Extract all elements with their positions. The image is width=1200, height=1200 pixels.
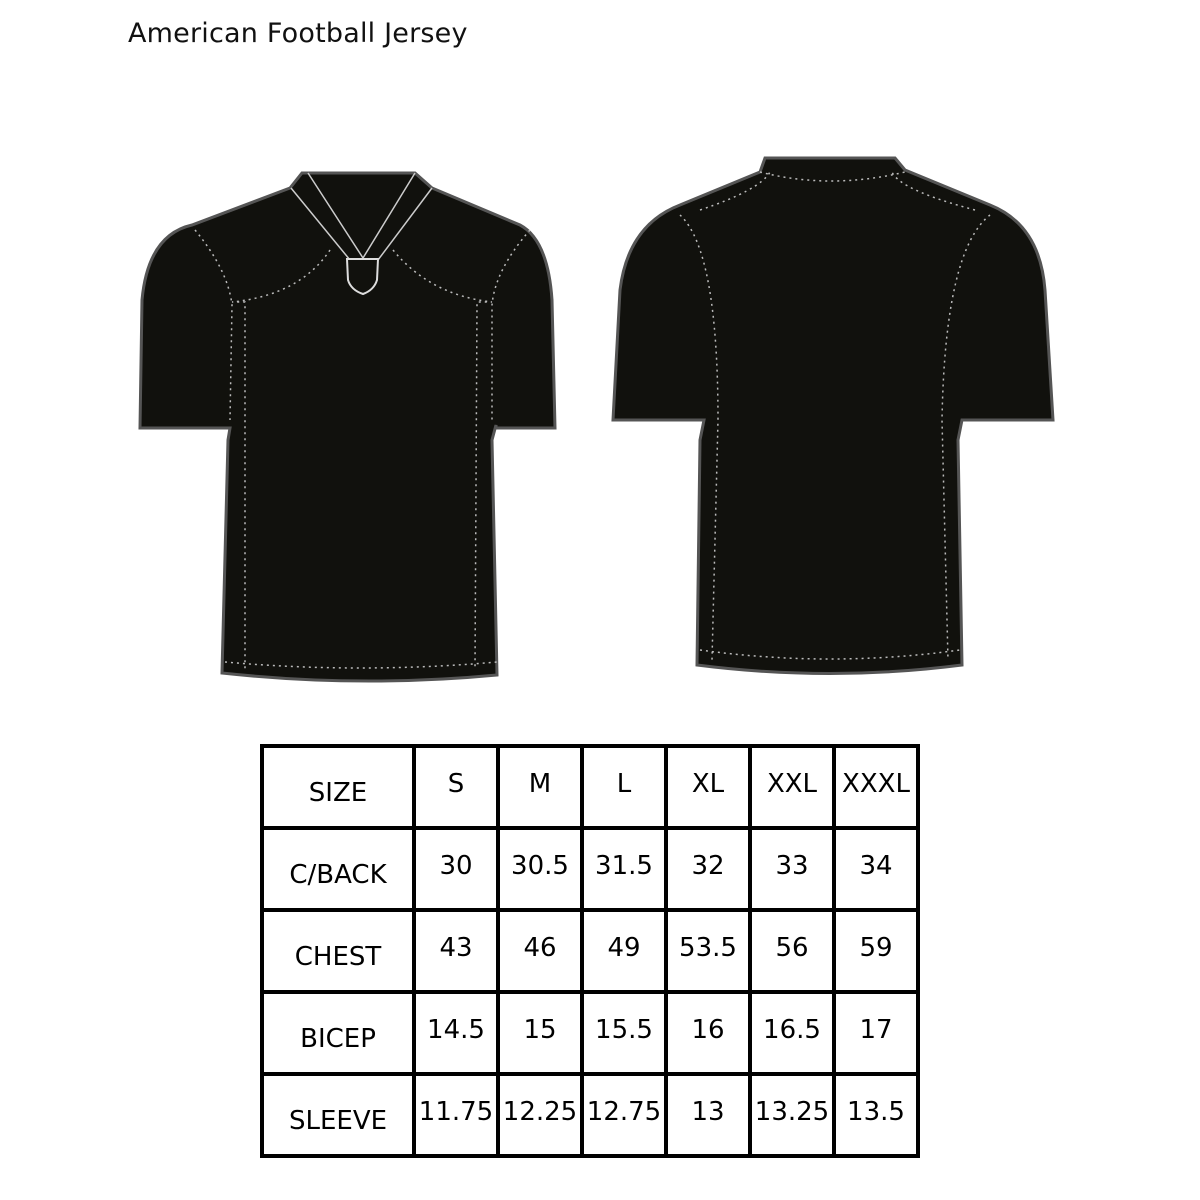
table-cell: 16 bbox=[664, 990, 752, 1076]
row-label: C/BACK bbox=[260, 826, 416, 912]
table-row: C/BACK 30 30.5 31.5 32 33 34 bbox=[260, 826, 920, 912]
table-cell: 59 bbox=[832, 908, 920, 994]
table-cell: 13.5 bbox=[832, 1072, 920, 1158]
row-label: BICEP bbox=[260, 990, 416, 1076]
table-cell: 15 bbox=[496, 990, 584, 1076]
table-cell: 43 bbox=[412, 908, 500, 994]
table-row: BICEP 14.5 15 15.5 16 16.5 17 bbox=[260, 990, 920, 1076]
table-cell: 15.5 bbox=[580, 990, 668, 1076]
row-label: CHEST bbox=[260, 908, 416, 994]
jersey-illustrations bbox=[138, 156, 1055, 683]
table-cell: 30 bbox=[412, 826, 500, 912]
page-title: American Football Jersey bbox=[128, 18, 468, 49]
header-cell: XXXL bbox=[832, 744, 920, 830]
table-cell: 31.5 bbox=[580, 826, 668, 912]
table-cell: 30.5 bbox=[496, 826, 584, 912]
table-cell: 56 bbox=[748, 908, 836, 994]
table-row: SLEEVE 11.75 12.25 12.75 13 13.25 13.5 bbox=[260, 1072, 920, 1158]
table-cell: 46 bbox=[496, 908, 584, 994]
table-cell: 32 bbox=[664, 826, 752, 912]
table-cell: 13 bbox=[664, 1072, 752, 1158]
jersey-front bbox=[138, 171, 557, 683]
table-cell: 34 bbox=[832, 826, 920, 912]
jersey-back bbox=[611, 156, 1055, 675]
table-row: CHEST 43 46 49 53.5 56 59 bbox=[260, 908, 920, 994]
header-cell: XXL bbox=[748, 744, 836, 830]
header-cell: L bbox=[580, 744, 668, 830]
table-cell: 53.5 bbox=[664, 908, 752, 994]
table-cell: 11.75 bbox=[412, 1072, 500, 1158]
table-cell: 49 bbox=[580, 908, 668, 994]
header-cell: XL bbox=[664, 744, 752, 830]
table-cell: 14.5 bbox=[412, 990, 500, 1076]
table-cell: 16.5 bbox=[748, 990, 836, 1076]
header-cell: SIZE bbox=[260, 744, 416, 830]
table-cell: 12.25 bbox=[496, 1072, 584, 1158]
table-cell: 33 bbox=[748, 826, 836, 912]
size-chart-table: SIZE S M L XL XXL XXXL C/BACK 30 30.5 31.5 3… bbox=[260, 744, 920, 1158]
shield-badge-icon bbox=[345, 258, 380, 296]
header-cell: S bbox=[412, 744, 500, 830]
table-cell: 13.25 bbox=[748, 1072, 836, 1158]
header-cell: M bbox=[496, 744, 584, 830]
row-label: SLEEVE bbox=[260, 1072, 416, 1158]
table-header-row: SIZE S M L XL XXL XXXL bbox=[260, 744, 920, 830]
table-cell: 12.75 bbox=[580, 1072, 668, 1158]
table-cell: 17 bbox=[832, 990, 920, 1076]
